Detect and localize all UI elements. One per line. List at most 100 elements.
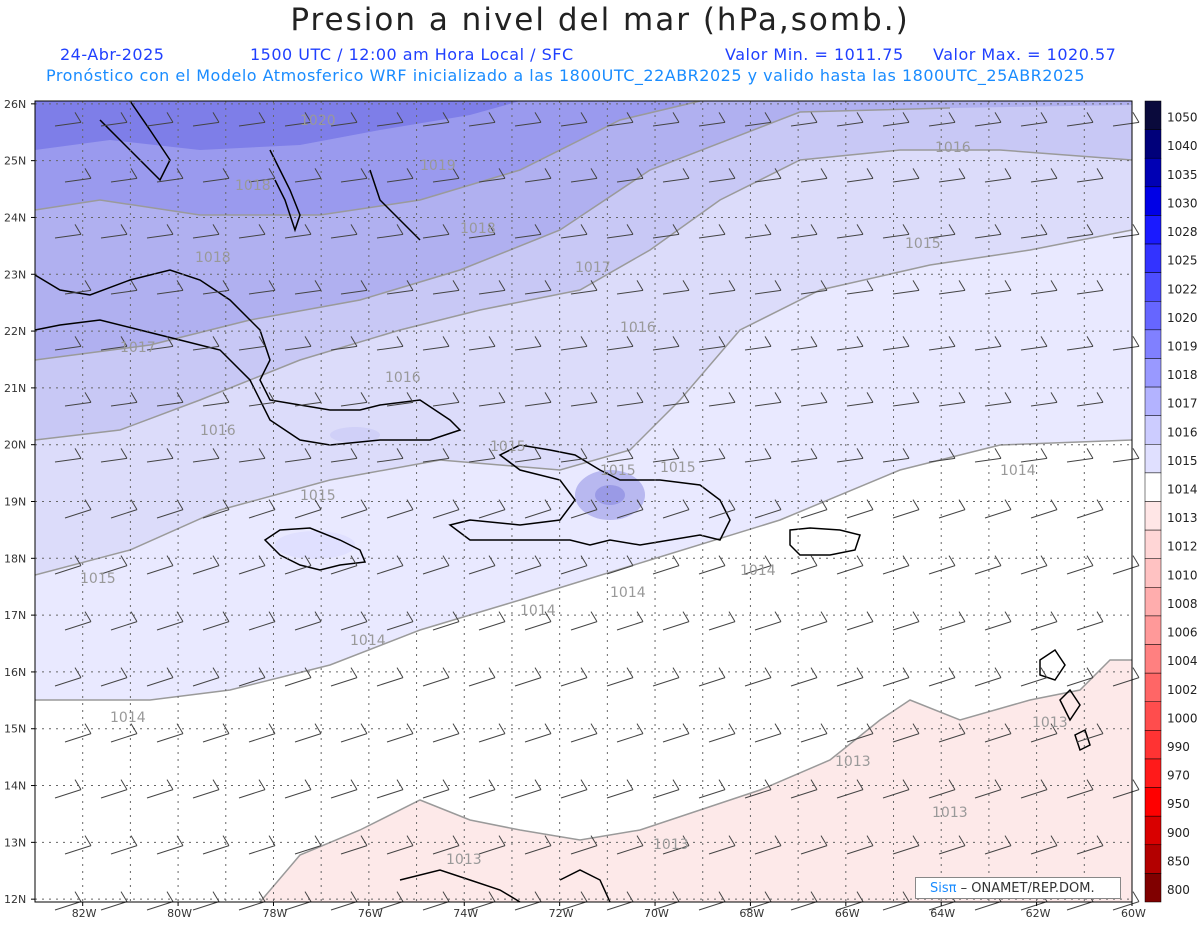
wind-barb xyxy=(928,667,956,687)
isobar-label: 1018 xyxy=(235,178,271,194)
lat-label: 20N xyxy=(4,439,26,452)
lon-label: 72W xyxy=(549,907,574,920)
colorbar-swatch xyxy=(1144,701,1162,731)
wind-barb xyxy=(524,499,552,519)
wind-barb xyxy=(846,611,874,631)
wind-barb xyxy=(708,611,736,631)
wind-barb xyxy=(570,723,598,743)
isobar-label: 1013 xyxy=(446,852,482,868)
wind-barb xyxy=(330,667,358,687)
wind-barb xyxy=(386,611,414,631)
colorbar-label: 1025 xyxy=(1167,254,1198,268)
wind-barb xyxy=(64,499,92,519)
colorbar-label: 1010 xyxy=(1167,568,1198,582)
wind-barb xyxy=(974,779,1002,799)
wind-barb xyxy=(294,168,322,183)
wind-barb xyxy=(606,448,634,463)
wind-barb xyxy=(984,280,1012,295)
wind-barb xyxy=(662,835,690,855)
wind-barb xyxy=(432,499,460,519)
lat-label: 14N xyxy=(4,780,26,793)
lat-label: 16N xyxy=(4,666,26,679)
lat-label: 22N xyxy=(4,325,26,338)
wind-barb xyxy=(974,555,1002,575)
wind-barb xyxy=(984,835,1012,855)
wind-barb xyxy=(1030,392,1058,407)
wind-barb xyxy=(468,336,496,351)
isobars xyxy=(35,101,1132,902)
wind-barb xyxy=(800,392,828,407)
coastlines xyxy=(34,100,1091,903)
wind-barb xyxy=(524,611,552,631)
colorbar-label: 970 xyxy=(1167,769,1190,783)
wind-barb xyxy=(468,112,496,127)
wind-barb xyxy=(100,112,128,127)
wind-barb xyxy=(938,499,966,519)
wind-barb xyxy=(64,392,92,407)
lon-label: 80W xyxy=(167,907,192,920)
wind-barb xyxy=(284,448,312,463)
wind-barb xyxy=(54,448,82,463)
wind-barb xyxy=(708,835,736,855)
colorbar-label: 1018 xyxy=(1167,368,1198,382)
sispi-logo: Sisπ xyxy=(930,881,957,896)
isobar-label: 1018 xyxy=(195,250,231,266)
wind-barb xyxy=(846,723,874,743)
wind-barb xyxy=(202,168,230,183)
wind-barb xyxy=(1066,555,1094,575)
lon-label: 76W xyxy=(358,907,383,920)
wind-barb xyxy=(478,611,506,631)
wind-barb xyxy=(984,168,1012,183)
wind-barb xyxy=(284,779,312,799)
wind-barb xyxy=(468,891,496,911)
max-value: Valor Max. = 1020.57 xyxy=(933,45,1117,64)
wind-barb xyxy=(376,448,404,463)
wind-barb xyxy=(202,723,230,743)
wind-barbs xyxy=(54,112,1140,911)
wind-barb xyxy=(422,555,450,575)
wind-barb xyxy=(754,392,782,407)
wind-barb xyxy=(376,112,404,127)
lon-label: 62W xyxy=(1026,907,1051,920)
wind-barb xyxy=(698,779,726,799)
wind-barb xyxy=(192,779,220,799)
wind-barb xyxy=(64,723,92,743)
wind-barb xyxy=(1020,667,1048,687)
wind-barb xyxy=(514,555,542,575)
wind-barb xyxy=(754,723,782,743)
wind-barb xyxy=(376,224,404,239)
wind-barb xyxy=(330,112,358,127)
wind-barb xyxy=(54,112,82,127)
wind-barb xyxy=(386,392,414,407)
wind-barb xyxy=(928,112,956,127)
wind-barb xyxy=(662,280,690,295)
wind-barb xyxy=(790,336,818,351)
wind-barb xyxy=(928,224,956,239)
credit-text: – ONAMET/REP.DOM. xyxy=(960,881,1095,896)
wind-barb xyxy=(146,112,174,127)
wind-barb xyxy=(422,667,450,687)
wind-barb xyxy=(938,168,966,183)
wind-barb xyxy=(156,499,184,519)
wind-barb xyxy=(560,224,588,239)
time-label: 1500 UTC / 12:00 am Hora Local / SFC xyxy=(250,45,574,64)
wind-barb xyxy=(616,168,644,183)
wind-barb xyxy=(340,392,368,407)
wind-barb xyxy=(882,448,910,463)
hispaniola-coast xyxy=(448,444,731,546)
wind-barb xyxy=(238,224,266,239)
isobar-label: 1020 xyxy=(300,113,336,129)
isobar-labels: 1020 1019 1018 1018 1018 1017 1017 1016 1016 1016… xyxy=(80,113,1068,868)
wind-barb xyxy=(284,224,312,239)
wind-barb xyxy=(100,891,128,911)
wind-barb xyxy=(938,723,966,743)
wind-barb xyxy=(238,779,266,799)
wind-barb xyxy=(1066,224,1094,239)
wind-barb xyxy=(238,667,266,687)
wind-barb xyxy=(192,891,220,911)
wind-barb xyxy=(974,112,1002,127)
wind-barb xyxy=(238,555,266,575)
isobar-label: 1017 xyxy=(120,340,156,356)
wind-barb xyxy=(790,224,818,239)
wind-barb xyxy=(238,336,266,351)
